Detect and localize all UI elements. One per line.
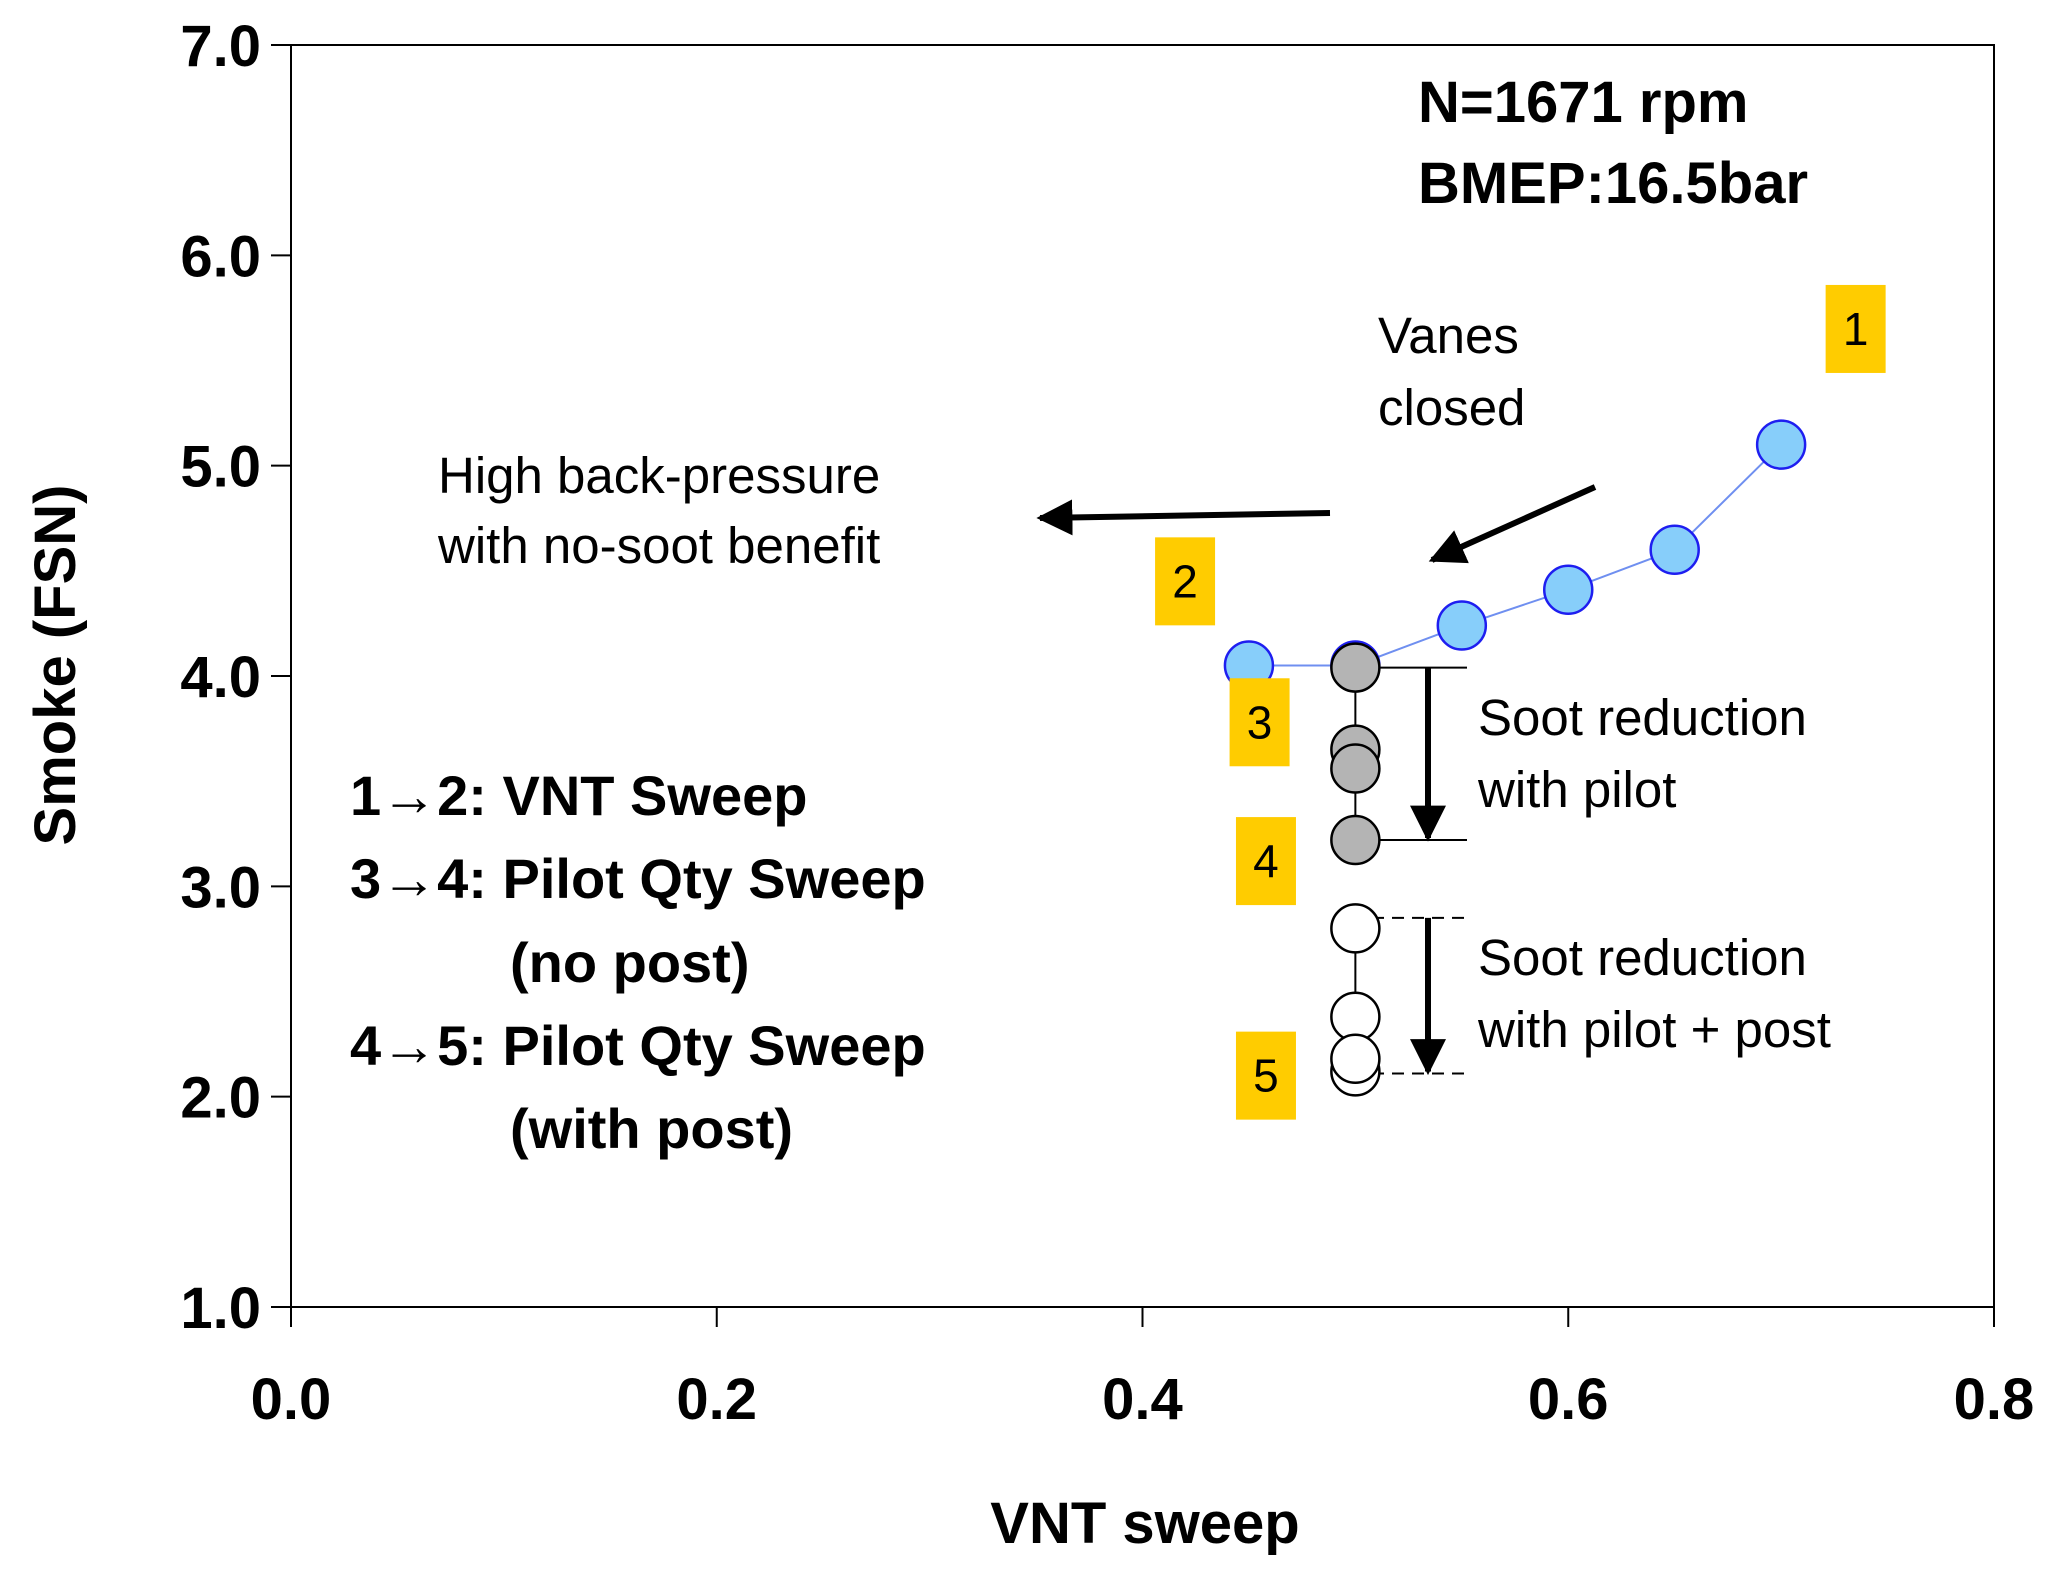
backpressure-line1: High back-pressure — [438, 447, 880, 504]
data-point — [1755, 419, 1807, 470]
data-point — [1330, 743, 1381, 794]
x-tick-label: 0.0 — [251, 1367, 332, 1432]
pilot-post-reduction-line1: Soot reduction — [1478, 929, 1807, 986]
y-tick-label: 2.0 — [180, 1066, 261, 1131]
data-point — [1330, 991, 1381, 1042]
vanes-closed-line1: Vanes — [1378, 307, 1519, 364]
vanes-closed-line2: closed — [1378, 379, 1525, 436]
point-label-box — [1825, 284, 1886, 373]
point-label-box — [1235, 1031, 1296, 1120]
x-tick-label: 0.8 — [1954, 1367, 2035, 1432]
x-tick-label: 0.2 — [676, 1367, 757, 1432]
x-tick-label: 0.6 — [1528, 1367, 1609, 1432]
x-axis-ticks: 0.0 0.2 0.4 0.6 0.8 — [251, 1307, 2035, 1432]
y-tick-label: 3.0 — [180, 855, 261, 920]
point-label-text: 2 — [1172, 555, 1198, 607]
data-point — [1330, 814, 1381, 866]
legend-line-withpost: (with post) — [510, 1097, 793, 1160]
condition-speed: N=1671 rpm — [1418, 70, 1748, 135]
data-point — [1330, 903, 1381, 954]
vanes-arrow — [1428, 484, 1597, 564]
backpressure-line2: with no-soot benefit — [437, 517, 880, 574]
y-tick-label: 1.0 — [180, 1276, 261, 1341]
pilot-post-reduction-line2: with pilot + post — [1477, 1001, 1831, 1058]
annotation-arrows — [1036, 484, 1597, 1076]
legend-line-vnt: 1→2: VNT Sweep — [350, 764, 807, 827]
backpressure-arrow — [1036, 499, 1331, 536]
legend-line-nopost: (no post) — [510, 931, 749, 994]
point-label-text: 3 — [1247, 696, 1273, 748]
data-point — [1330, 1033, 1381, 1085]
point-label-text: 4 — [1253, 835, 1279, 887]
point-label-box — [1155, 537, 1216, 626]
point-label-text: 1 — [1843, 303, 1869, 355]
condition-bmep: BMEP:16.5bar — [1418, 151, 1808, 216]
legend-line-pilot-withpost: 4→5: Pilot Qty Sweep — [350, 1014, 926, 1077]
pilot-reduction-line2: with pilot — [1477, 761, 1676, 818]
y-tick-label: 5.0 — [180, 435, 261, 500]
y-axis-ticks: 1.0 2.0 3.0 4.0 5.0 6.0 7.0 — [180, 14, 291, 1341]
data-point — [1649, 524, 1700, 576]
pilot-reduction-line1: Soot reduction — [1478, 689, 1807, 746]
x-tick-label: 0.4 — [1102, 1367, 1183, 1432]
data-point — [1543, 564, 1594, 616]
y-axis-title: Smoke (FSN) — [23, 485, 88, 846]
point-label-text: 5 — [1253, 1050, 1279, 1102]
y-tick-label: 4.0 — [180, 645, 261, 710]
data-point — [1436, 600, 1488, 651]
data-series — [1223, 419, 1807, 1097]
y-tick-label: 6.0 — [180, 224, 261, 289]
legend-line-pilot-nopost: 3→4: Pilot Qty Sweep — [350, 847, 926, 910]
data-point — [1330, 642, 1381, 693]
point-label-box — [1235, 817, 1296, 906]
y-tick-label: 7.0 — [180, 14, 261, 79]
point-labels: 1 2 3 4 5 — [1155, 284, 1886, 1120]
point-label-box — [1229, 678, 1290, 767]
x-axis-title: VNT sweep — [990, 1491, 1299, 1556]
